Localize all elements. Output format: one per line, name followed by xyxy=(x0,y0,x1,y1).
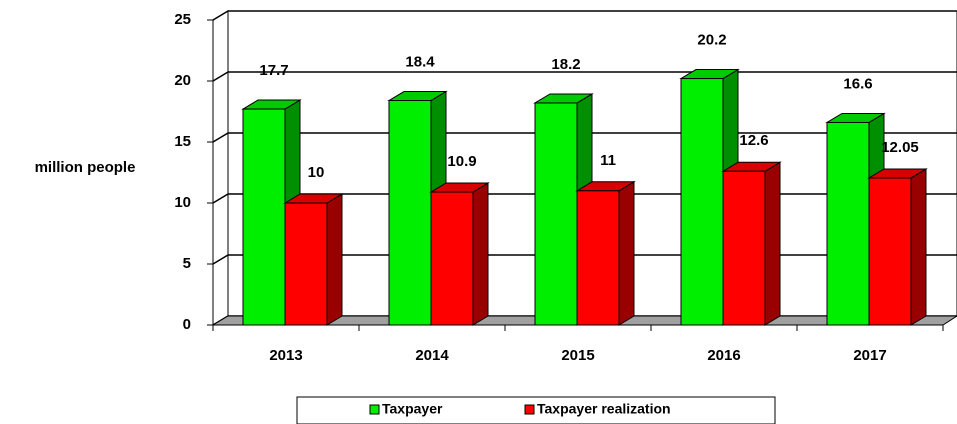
bar xyxy=(388,100,432,326)
y-tick-label: 5 xyxy=(183,255,191,272)
value-label: 10.9 xyxy=(447,153,476,170)
legend-swatch xyxy=(524,404,535,415)
side-wall xyxy=(212,10,229,326)
y-tick-label: 10 xyxy=(174,194,191,211)
value-label: 20.2 xyxy=(697,32,726,49)
legend-label: Taxpayer xyxy=(382,401,443,417)
bar xyxy=(242,108,286,326)
bar xyxy=(576,190,620,326)
bar-side xyxy=(618,180,635,326)
bar xyxy=(680,78,724,326)
x-tick-label: 2017 xyxy=(853,347,886,364)
bar xyxy=(534,102,578,326)
bar xyxy=(430,191,474,326)
grid-line xyxy=(212,10,957,21)
y-tick-label: 15 xyxy=(174,133,191,150)
value-label: 18.2 xyxy=(551,56,580,73)
x-tick-label: 2015 xyxy=(561,347,594,364)
value-label: 16.6 xyxy=(843,75,872,92)
legend-label: Taxpayer realization xyxy=(537,401,671,417)
bar xyxy=(868,177,912,326)
value-label: 10 xyxy=(308,164,325,181)
value-label: 18.4 xyxy=(405,53,435,70)
x-tick-label: 2013 xyxy=(269,347,302,364)
y-tick-label: 20 xyxy=(174,72,191,89)
value-label: 11 xyxy=(600,152,616,169)
legend-swatch xyxy=(369,404,380,415)
bar xyxy=(826,121,870,326)
y-tick-label: 25 xyxy=(174,11,191,28)
y-axis-label: million people xyxy=(35,159,136,176)
x-tick-label: 2014 xyxy=(415,347,449,364)
legend-box xyxy=(296,396,776,424)
bar xyxy=(284,202,328,326)
bar-side xyxy=(326,193,343,326)
bar xyxy=(722,170,766,326)
y-tick-label: 0 xyxy=(183,316,191,333)
bar-side xyxy=(764,161,781,326)
value-label: 12.05 xyxy=(881,139,919,156)
value-label: 17.7 xyxy=(259,62,288,79)
bar-side xyxy=(472,182,489,326)
x-tick-label: 2016 xyxy=(707,347,740,364)
value-label: 12.6 xyxy=(739,132,768,149)
bar-side xyxy=(910,168,927,326)
